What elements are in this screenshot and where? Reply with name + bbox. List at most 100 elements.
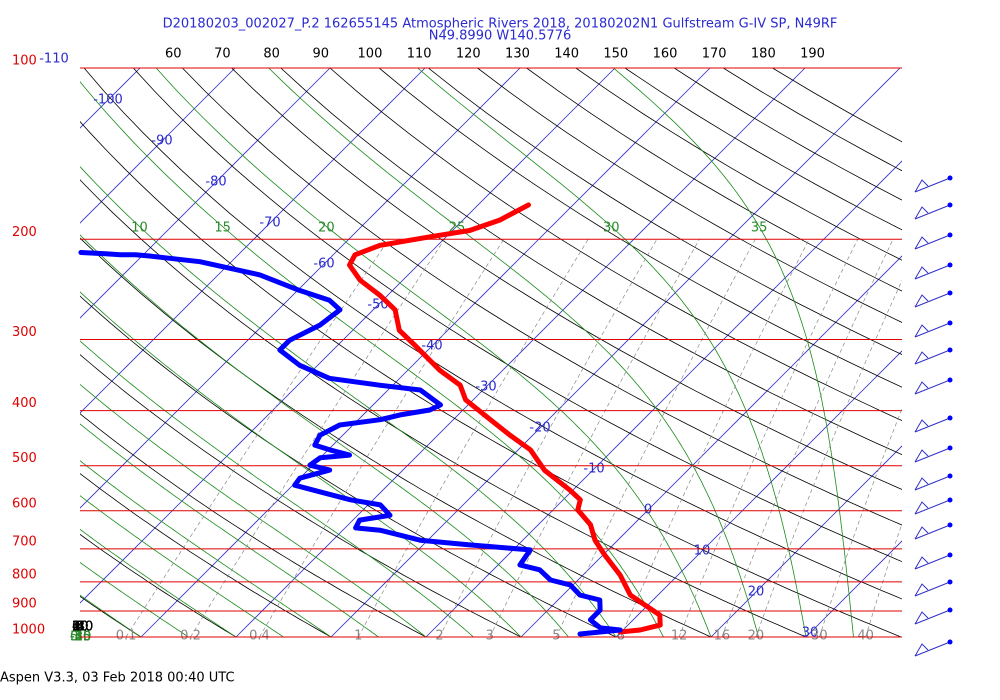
pressure-label: 800 [12, 567, 37, 582]
wind-barb-flag [914, 381, 929, 395]
wind-barb-flag [914, 526, 929, 540]
pressure-label: 600 [12, 496, 37, 511]
theta-label: -10 [72, 620, 93, 635]
theta-label: -40 [72, 620, 93, 635]
moist-label: 10 [131, 221, 148, 236]
wind-barb-dot [947, 445, 953, 451]
dry-adiabat [80, 295, 617, 637]
moist-adiabat [80, 340, 474, 637]
dry-adiabat [427, 68, 902, 355]
wind-barb-flag [914, 351, 929, 365]
mixing-ratio-label: 0.4 [249, 629, 270, 644]
wind-barb-dot [947, 347, 953, 353]
wind-barb-dot [947, 377, 953, 383]
dry-adiabat [673, 68, 902, 201]
isotherm [615, 350, 902, 637]
wind-barb-staff [914, 499, 951, 515]
mixing-ratio-label: 0.2 [180, 629, 201, 644]
mixing-ratio-line [678, 239, 859, 637]
wind-barb-staff [914, 609, 951, 625]
isotherm-label: 0 [644, 503, 652, 518]
theta-label: 30 [72, 620, 89, 635]
theta-label: 160 [653, 47, 678, 62]
dry-adiabat [80, 413, 427, 637]
theta-label: 130 [505, 47, 530, 62]
dry-adiabat [83, 68, 902, 600]
wind-barb-staff [914, 322, 951, 338]
isotherm [330, 68, 901, 637]
theta-label: 0 [72, 620, 80, 635]
wind-barb-dot [947, 607, 953, 613]
pressure-label: 1000 [12, 623, 45, 638]
wind-barb-dot [947, 290, 953, 296]
theta-label: 10 [72, 620, 89, 635]
background-lines [80, 68, 902, 637]
moist-label: 20 [318, 221, 335, 236]
theta-label: 140 [554, 47, 579, 62]
chart-subtitle: N49.8990 W140.5776 [429, 29, 572, 44]
mixing-ratio-label: 2 [435, 629, 443, 644]
wind-barb-dot [947, 497, 953, 503]
isotherm [520, 255, 902, 637]
wind-barb-flag [914, 419, 929, 433]
foreground: -110-100-90-80-70-60-50-40-30-20-1001020… [12, 47, 953, 657]
isotherm [80, 68, 141, 129]
moist-adiabat [80, 495, 284, 637]
isotherm-label: -90 [151, 134, 172, 149]
wind-barb-dot [947, 415, 953, 421]
moist-label: 30 [603, 221, 620, 236]
dry-adiabat [181, 68, 902, 526]
isotherm-label: 10 [694, 544, 711, 559]
wind-barb-flag [914, 556, 929, 570]
wind-barb-flag [914, 611, 929, 625]
theta-label: 70 [214, 47, 231, 62]
pressure-label: 200 [12, 225, 37, 240]
theta-label: 180 [751, 47, 776, 62]
moist-adiabat [80, 81, 664, 637]
moist-adiabat [613, 68, 854, 637]
wind-barb-flag [914, 643, 929, 657]
wind-barb-dot [947, 552, 953, 558]
mixing-ratio-line [556, 239, 756, 637]
pressure-label: 500 [12, 451, 37, 466]
dry-adiabat [80, 354, 522, 637]
dry-adiabat [80, 237, 712, 637]
wind-barb-staff [914, 581, 951, 597]
wind-barb-dot [947, 579, 953, 585]
dry-adiabat [80, 533, 237, 637]
isotherm [710, 445, 902, 637]
moist-adiabat [417, 68, 807, 637]
isotherm-label: -80 [205, 175, 226, 190]
theta-label: 110 [407, 47, 432, 62]
moist-label: 15 [214, 221, 231, 236]
theta-label: 120 [456, 47, 481, 62]
moist-adiabat [155, 68, 712, 637]
mixing-ratio-label: 40 [857, 629, 874, 644]
moist-adiabat [268, 68, 759, 637]
theta-label: 150 [603, 47, 628, 62]
moist-label: 35 [751, 221, 768, 236]
moist-adiabat [80, 291, 522, 637]
moist-adiabat [80, 460, 332, 637]
wind-barb-flag [914, 583, 929, 597]
theta-label: 190 [800, 47, 825, 62]
dry-adiabat [132, 68, 902, 563]
dry-adiabat [80, 121, 902, 637]
chart-title: D20180203_002027_P.2 162655145 Atmospher… [163, 17, 838, 32]
pressure-label: 100 [12, 54, 37, 69]
isotherm-label: -70 [259, 216, 280, 231]
mixing-ratio-line [125, 239, 390, 637]
dry-adiabat [80, 179, 807, 637]
wind-barb-flag [914, 449, 929, 463]
isotherm [805, 540, 902, 637]
wind-barb-flag [914, 501, 929, 515]
wind-barb-flag [914, 236, 929, 250]
wind-barb-staff [914, 349, 951, 365]
moist-adiabat [80, 423, 379, 637]
isotherm [80, 68, 331, 319]
isotherm-label: -100 [93, 93, 123, 108]
wind-barb-staff [914, 641, 951, 657]
wind-barb-staff [914, 475, 951, 491]
wind-barb-staff [914, 234, 951, 250]
isotherm [80, 68, 616, 604]
